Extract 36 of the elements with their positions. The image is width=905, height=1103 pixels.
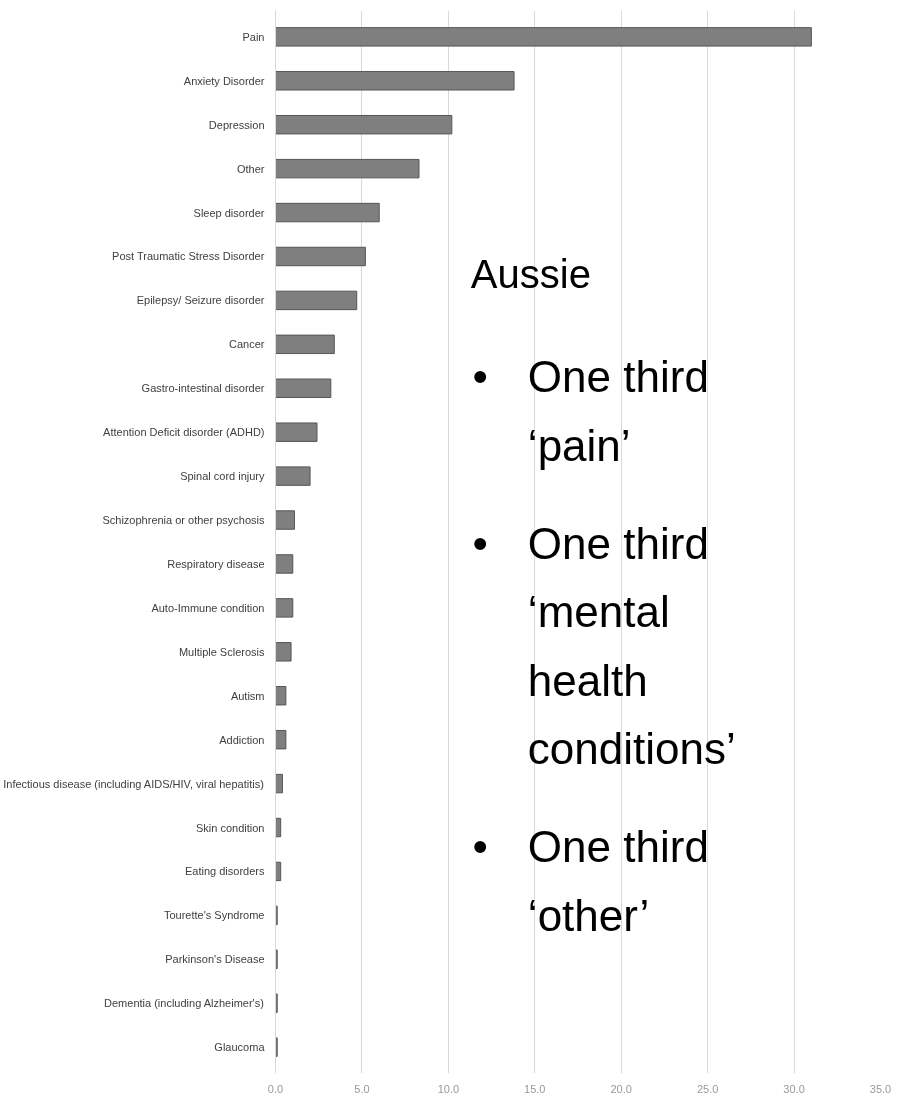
y-tick-label: Depression bbox=[208, 118, 265, 131]
y-tick-label: Glaucoma bbox=[214, 1041, 266, 1054]
y-tick-label: Multiple Sclerosis bbox=[178, 645, 265, 658]
y-tick-label: Dementia (including Alzheimer's) bbox=[104, 997, 264, 1010]
y-tick-label: Eating disorders bbox=[185, 865, 265, 878]
y-tick-label: Cancer bbox=[229, 338, 265, 351]
y-tick-label: Respiratory disease bbox=[167, 557, 265, 570]
y-tick-label: Tourette's Syndrome bbox=[163, 909, 265, 922]
y-tick-label: Post Traumatic Stress Disorder bbox=[112, 250, 265, 263]
x-tick-label: 5.0 bbox=[354, 1082, 370, 1095]
y-tick-label: Other bbox=[236, 162, 265, 175]
y-tick-label: Anxiety Disorder bbox=[183, 74, 265, 87]
y-tick-label: Auto-Immune condition bbox=[151, 601, 265, 614]
y-tick-label: Infectious disease (including AIDS/HIV, viral hepatitis) bbox=[3, 777, 264, 790]
annotation: • One third ‘other’ bbox=[472, 822, 709, 940]
x-tick-label: 15.0 bbox=[524, 1082, 546, 1095]
annotation: • One third ‘pain’ bbox=[472, 352, 709, 470]
x-tick-label: 10.0 bbox=[437, 1082, 460, 1095]
y-tick-label: Parkinson's Disease bbox=[165, 953, 265, 966]
y-tick-label: Gastro-intestinal disorder bbox=[141, 382, 265, 395]
y-tick-label: Autism bbox=[230, 689, 265, 702]
x-tick-label: 20.0 bbox=[610, 1082, 632, 1095]
x-tick-label: 30.0 bbox=[783, 1082, 805, 1095]
y-tick-label: Attention Deficit disorder (ADHD) bbox=[103, 426, 265, 439]
y-tick-label: Pain bbox=[242, 30, 265, 43]
y-tick-label: Schizophrenia or other psychosis bbox=[102, 514, 265, 527]
x-tick-label: 35.0 bbox=[869, 1082, 892, 1095]
y-tick-label: Sleep disorder bbox=[193, 206, 265, 219]
x-tick-label: 0.0 bbox=[267, 1082, 284, 1095]
annotation: Aussie bbox=[470, 252, 591, 297]
y-tick-label: Spinal cord injury bbox=[180, 470, 265, 483]
annotation: • One third ‘mental health conditions’ bbox=[472, 519, 736, 773]
x-tick-label: 25.0 bbox=[696, 1082, 719, 1095]
y-tick-label: Addiction bbox=[219, 733, 265, 746]
y-tick-label: Skin condition bbox=[196, 821, 265, 834]
y-tick-label: Epilepsy/ Seizure disorder bbox=[136, 294, 265, 307]
